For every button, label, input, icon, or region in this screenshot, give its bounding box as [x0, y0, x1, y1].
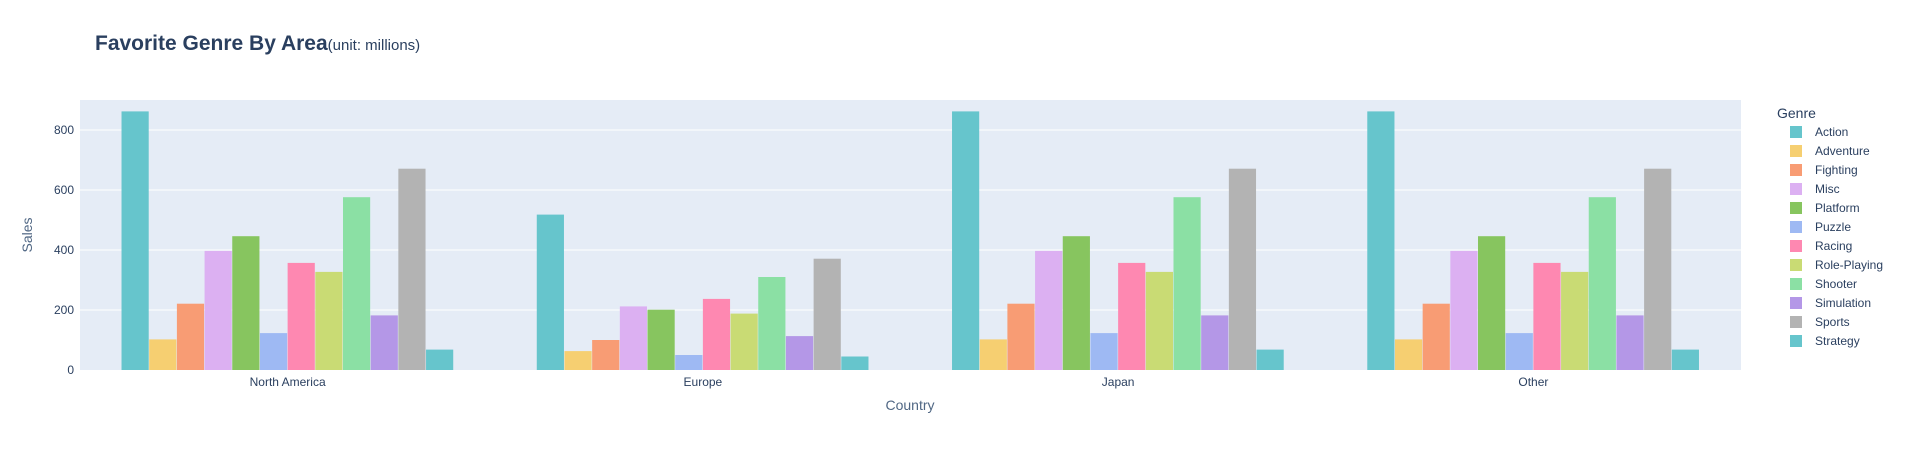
bar-action [1367, 111, 1395, 371]
bar-fighting [592, 340, 620, 370]
bar-adventure [979, 339, 1007, 370]
y-tick-label: 0 [67, 363, 74, 377]
x-tick-label: Europe [684, 375, 723, 389]
bar-role-playing [315, 271, 343, 370]
bar-racing [287, 262, 315, 370]
bar-racing [1533, 262, 1561, 370]
bar-puzzle [675, 355, 703, 370]
bar-fighting [176, 303, 205, 370]
y-tick-label: 600 [54, 183, 74, 197]
bar-adventure [1394, 339, 1423, 370]
legend-swatch [1790, 259, 1802, 271]
legend-swatch [1790, 183, 1802, 195]
bar-shooter [1173, 197, 1201, 370]
bar-misc [1035, 250, 1063, 370]
bars [121, 111, 1699, 371]
bar-platform [1478, 236, 1506, 370]
bar-simulation [370, 315, 398, 370]
legend-item-label: Shooter [1815, 277, 1857, 291]
bar-shooter [342, 197, 371, 370]
legend: Genre Action Adventure Fighting Misc Platfor… [1777, 105, 1883, 348]
bar-sports [398, 168, 426, 370]
x-axis-label: Country [885, 397, 934, 413]
bar-misc [1450, 250, 1478, 370]
y-axis-ticks: 0 200 400 600 800 [54, 123, 74, 377]
bar-action [121, 111, 149, 371]
x-axis-ticks: North America Europe Japan Other [250, 375, 1549, 389]
bar-misc [619, 306, 648, 370]
legend-swatch [1790, 164, 1802, 176]
y-tick-label: 200 [54, 303, 74, 317]
bar-puzzle [1090, 333, 1118, 370]
bar-sports [813, 258, 841, 370]
legend-swatch [1790, 335, 1802, 347]
bar-strategy [1256, 349, 1284, 370]
bar-action [952, 111, 980, 371]
y-axis-label: Sales [19, 217, 35, 252]
legend-swatch [1790, 221, 1802, 233]
chart-title-subtitle: (unit: millions) [328, 37, 421, 54]
legend-item-label: Action [1815, 125, 1848, 139]
bar-fighting [1422, 303, 1450, 370]
bar-role-playing [1145, 271, 1173, 370]
chart-title-main: Favorite Genre By Area [95, 32, 328, 55]
legend-item-label: Adventure [1815, 144, 1870, 158]
bar-platform [232, 236, 260, 370]
bar-role-playing [730, 313, 758, 370]
x-tick-label: Other [1518, 375, 1548, 389]
bar-adventure [149, 339, 177, 370]
bar-simulation [785, 336, 814, 370]
bar-simulation [1616, 315, 1644, 370]
legend-item-label: Fighting [1815, 163, 1858, 177]
legend-swatch [1790, 240, 1802, 252]
legend-swatch [1790, 316, 1802, 328]
chart-title: Favorite Genre By Area(unit: millions) [95, 32, 420, 55]
bar-shooter [758, 277, 786, 370]
legend-item-label: Sports [1815, 315, 1850, 329]
legend-item-label: Platform [1815, 201, 1860, 215]
legend-title: Genre [1777, 105, 1816, 121]
bar-action [536, 214, 564, 370]
bar-role-playing [1561, 271, 1589, 370]
legend-item-label: Racing [1815, 239, 1852, 253]
bar-simulation [1201, 315, 1229, 370]
bar-racing [1118, 262, 1146, 370]
bar-sports [1644, 168, 1672, 370]
bar-puzzle [1505, 333, 1533, 370]
bar-strategy [841, 356, 869, 370]
y-tick-label: 400 [54, 243, 74, 257]
bar-misc [204, 250, 232, 370]
legend-swatch [1790, 202, 1802, 214]
legend-swatch [1790, 145, 1802, 157]
bar-strategy [1671, 349, 1699, 370]
bar-racing [702, 298, 731, 370]
legend-item-label: Role-Playing [1815, 258, 1883, 272]
bar-fighting [1007, 303, 1035, 370]
bar-strategy [426, 349, 454, 370]
legend-swatch [1790, 126, 1802, 138]
x-tick-label: North America [250, 375, 326, 389]
legend-swatch [1790, 297, 1802, 309]
bar-platform [647, 309, 675, 370]
legend-item-label: Misc [1815, 182, 1840, 196]
y-tick-label: 800 [54, 123, 74, 137]
x-tick-label: Japan [1102, 375, 1135, 389]
bar-adventure [564, 351, 592, 370]
bar-puzzle [259, 333, 288, 370]
bar-platform [1062, 236, 1090, 370]
legend-item-label: Puzzle [1815, 220, 1851, 234]
bar-shooter [1588, 197, 1616, 370]
bar-sports [1228, 168, 1257, 370]
legend-swatch [1790, 278, 1802, 290]
legend-item-label: Strategy [1815, 334, 1860, 348]
legend-item-label: Simulation [1815, 296, 1871, 310]
